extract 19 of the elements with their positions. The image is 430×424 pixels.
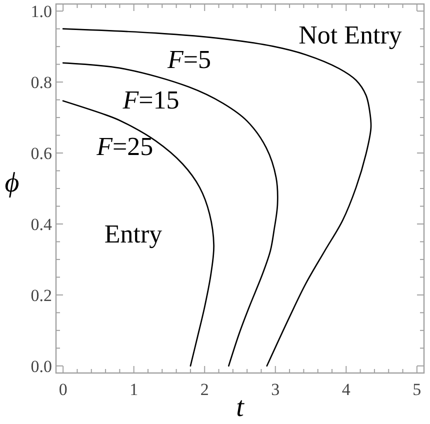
annotation: Entry [104, 219, 162, 248]
y-tick-label: 0.2 [30, 286, 52, 305]
series-label: F=25 [96, 132, 154, 162]
x-tick-label: 3 [271, 380, 280, 399]
x-tick-label: 2 [200, 380, 209, 399]
series-label: F=5 [166, 44, 212, 74]
y-tick-label: 0.0 [30, 356, 52, 376]
y-tick-label: 1.0 [30, 2, 52, 22]
y-tick-label: 0.6 [30, 144, 52, 164]
x-axis-title: t [236, 392, 246, 423]
x-tick-label: 1 [130, 380, 138, 399]
y-axis-title: ϕ [4, 168, 20, 198]
annotation: Not Entry [298, 20, 402, 50]
x-tick-label: 5 [412, 380, 422, 399]
series-label: F=15 [122, 85, 180, 114]
y-tick-label: 0.8 [30, 73, 52, 92]
x-tick-label: 0 [58, 380, 68, 399]
y-tick-label: 0.4 [30, 214, 52, 234]
x-tick-label: 4 [342, 380, 351, 399]
